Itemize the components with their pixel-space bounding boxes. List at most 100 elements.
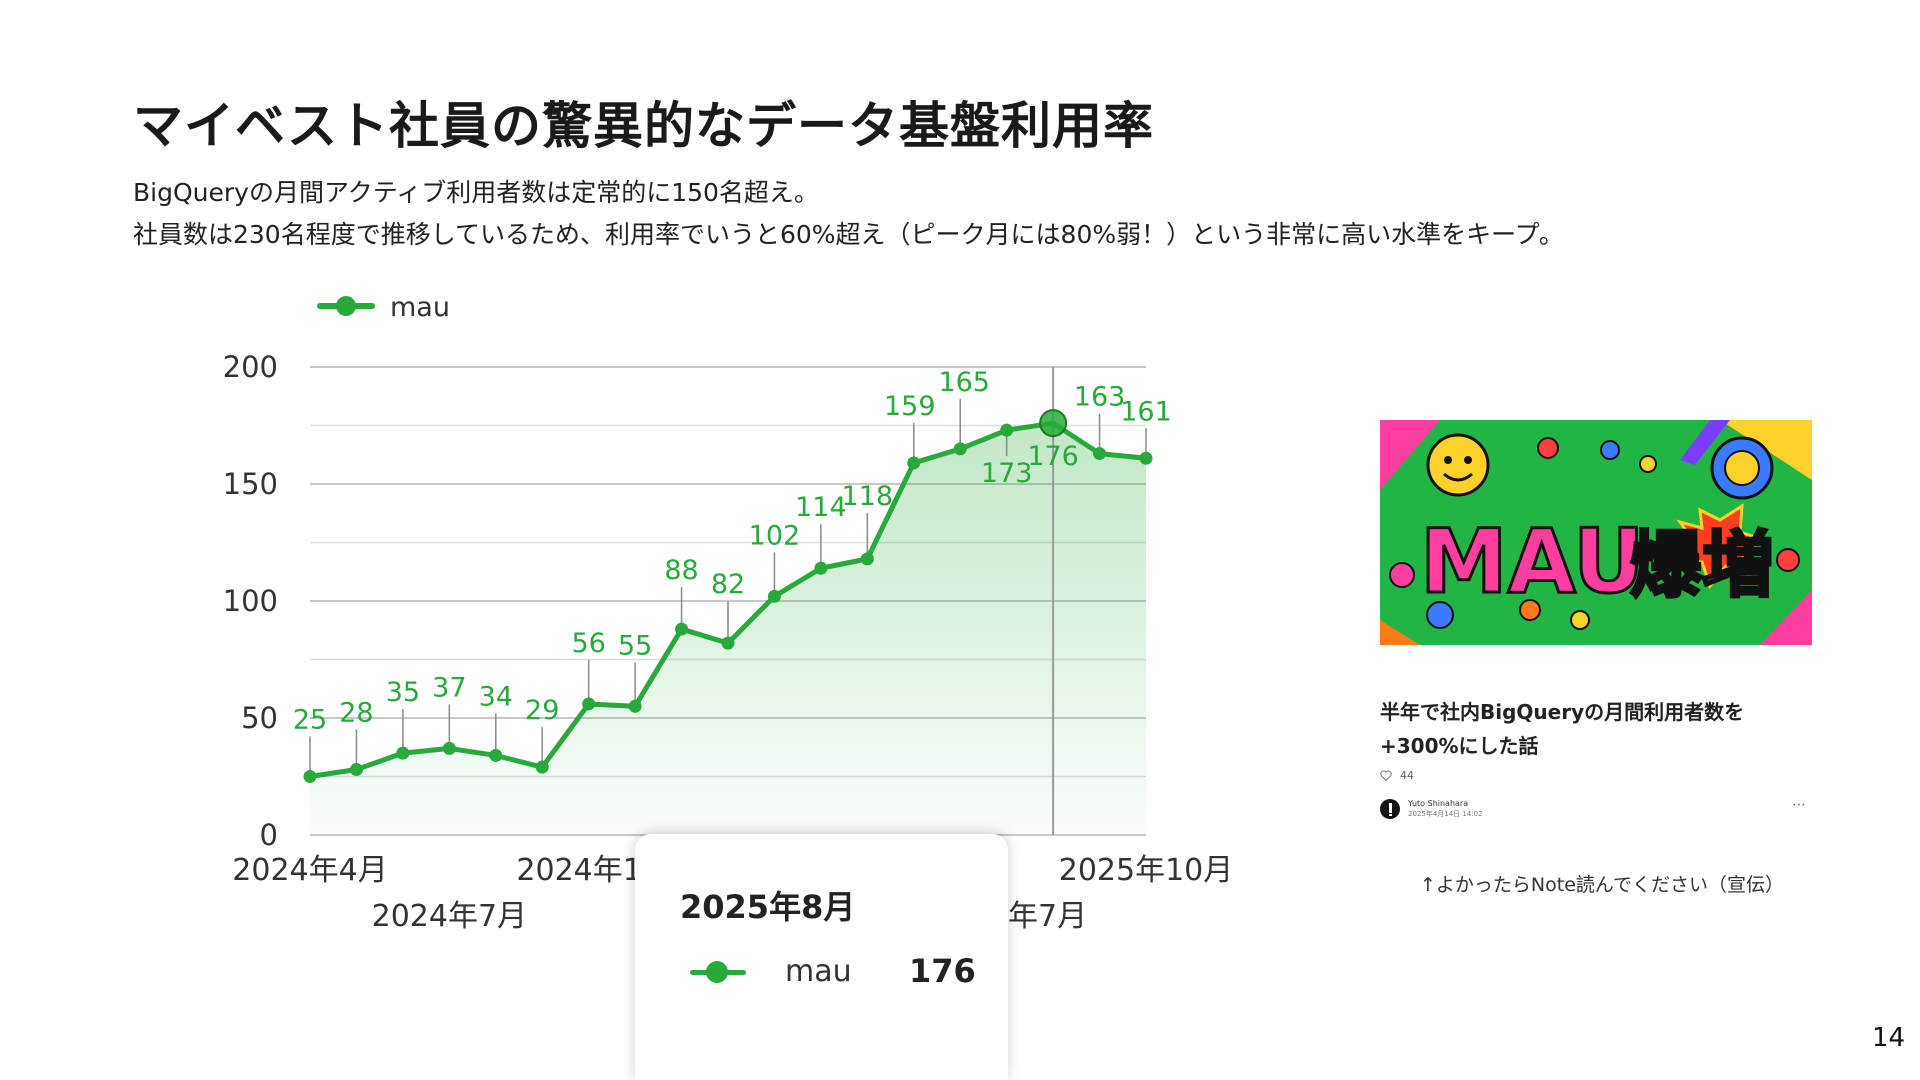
like-count-value: 44 xyxy=(1400,769,1414,782)
data-label: 88 xyxy=(664,555,698,586)
data-label: 28 xyxy=(339,697,373,728)
data-label: 37 xyxy=(432,672,466,703)
tooltip-title: 2025年8月 xyxy=(680,888,856,926)
article-author[interactable]: Yuto Shinahara 2025年4月14日 14:02 xyxy=(1380,798,1483,820)
data-label: 163 xyxy=(1074,382,1126,413)
smiley-face-icon xyxy=(1426,433,1490,497)
page-number: 14 xyxy=(1872,1023,1906,1053)
flower-center xyxy=(1724,450,1760,486)
chart-legend: mau xyxy=(317,292,450,323)
note-caption: ↑よかったらNote読んでください（宣伝） xyxy=(1420,874,1784,896)
data-label: 25 xyxy=(293,705,327,736)
data-label: 34 xyxy=(479,681,513,712)
thumb-ray-3 xyxy=(1680,420,1730,465)
author-avatar-icon xyxy=(1389,803,1392,816)
smiley-eye-left xyxy=(1444,456,1452,464)
data-label: 161 xyxy=(1120,396,1172,427)
thumbnail-illustration: MAU 爆増 xyxy=(1380,420,1812,645)
article-title-line-2: +300%にした話 xyxy=(1380,734,1539,758)
tooltip-value: 176 xyxy=(909,952,976,990)
slide-subtitle: BigQueryの月間アクティブ利用者数は定常的に150名超え。 社員数は230… xyxy=(133,172,1564,256)
thumb-ball-3 xyxy=(1639,455,1657,473)
data-label: 176 xyxy=(1027,441,1079,472)
y-tick-label: 0 xyxy=(260,818,278,852)
data-point[interactable] xyxy=(396,746,410,760)
thumb-ray-5 xyxy=(1760,590,1812,645)
author-name: Yuto Shinahara xyxy=(1408,799,1469,808)
data-label: 118 xyxy=(842,481,894,512)
like-count[interactable]: 44 xyxy=(1380,769,1414,782)
thumb-ball-5 xyxy=(1426,601,1454,629)
data-point[interactable] xyxy=(814,561,828,575)
y-tick-label: 50 xyxy=(241,701,278,735)
data-point[interactable] xyxy=(767,589,781,603)
article-title[interactable]: 半年で社内BigQueryの月間利用者数を +300%にした話 xyxy=(1380,695,1840,763)
data-label: 159 xyxy=(884,391,936,422)
author-date: 2025年4月14日 14:02 xyxy=(1408,810,1483,818)
avatar xyxy=(1380,799,1400,819)
data-point[interactable] xyxy=(1093,447,1107,461)
data-point[interactable] xyxy=(349,762,363,776)
chart-tooltip: 2025年8月 mau 176 xyxy=(635,834,1008,1080)
data-point[interactable] xyxy=(628,699,642,713)
data-point[interactable] xyxy=(1039,409,1068,438)
data-label: 35 xyxy=(386,677,420,708)
data-label: 55 xyxy=(618,630,652,661)
data-point[interactable] xyxy=(907,456,921,470)
data-label: 102 xyxy=(749,520,801,551)
legend-label: mau xyxy=(390,292,450,323)
data-point[interactable] xyxy=(1000,423,1014,437)
smiley-eye-right xyxy=(1464,456,1472,464)
mau-area xyxy=(310,423,1146,835)
data-point[interactable] xyxy=(675,622,689,636)
data-point[interactable] xyxy=(953,442,967,456)
slide-title: マイベスト社員の驚異的なデータ基盤利用率 xyxy=(133,97,1154,155)
data-point[interactable] xyxy=(442,741,456,755)
thumb-ball-8 xyxy=(1776,548,1800,572)
subtitle-line-1: BigQueryの月間アクティブ利用者数は定常的に150名超え。 xyxy=(133,178,819,207)
thumb-ray-1 xyxy=(1380,420,1440,490)
data-point[interactable] xyxy=(1139,451,1153,465)
data-point[interactable] xyxy=(535,760,549,774)
thumb-ball-2 xyxy=(1600,440,1620,460)
y-tick-label: 100 xyxy=(223,584,278,618)
y-tick-label: 150 xyxy=(223,467,278,501)
y-axis: 0 50 100 150 200 xyxy=(223,350,278,852)
data-label: 82 xyxy=(711,569,745,600)
data-point[interactable] xyxy=(489,748,503,762)
x-tick-label: 2025年10月 xyxy=(1059,853,1234,888)
data-point[interactable] xyxy=(582,697,596,711)
tooltip-legend-dot xyxy=(706,961,728,983)
thumb-ball-7 xyxy=(1570,610,1590,630)
thumb-ray-4 xyxy=(1380,620,1420,645)
x-tick-label: 2024年4月 xyxy=(232,853,387,888)
article-thumbnail[interactable]: MAU 爆増 xyxy=(1380,420,1812,645)
x-tick-label: 年7月 xyxy=(1008,899,1087,934)
tooltip-series-name: mau xyxy=(785,954,852,989)
data-label: 56 xyxy=(571,628,605,659)
heart-icon xyxy=(1380,770,1392,781)
smiley-mouth xyxy=(1443,472,1473,482)
mau-points xyxy=(303,409,1153,783)
more-options-icon[interactable]: ⋯ xyxy=(1792,797,1807,813)
thumb-ball-1 xyxy=(1537,437,1559,459)
x-tick-label: 2024年7月 xyxy=(372,899,527,934)
data-label: 165 xyxy=(938,367,990,398)
thumb-text-mau: MAU xyxy=(1420,510,1644,613)
thumb-ball-6 xyxy=(1519,599,1541,621)
data-label: 173 xyxy=(981,458,1033,489)
legend-dot xyxy=(336,296,356,316)
thumb-ball-4 xyxy=(1389,562,1415,588)
data-point[interactable] xyxy=(860,552,874,566)
data-label: 114 xyxy=(795,492,847,523)
data-point[interactable] xyxy=(721,636,735,650)
thumb-text-bakuzou: 爆増 xyxy=(1630,523,1774,607)
subtitle-line-2: 社員数は230名程度で推移しているため、利用率でいうと60%超え（ピーク月には8… xyxy=(133,220,1564,249)
y-tick-label: 200 xyxy=(223,350,278,384)
data-label: 29 xyxy=(525,695,559,726)
burst-icon xyxy=(1674,503,1768,590)
data-point[interactable] xyxy=(303,770,317,783)
article-title-line-1: 半年で社内BigQueryの月間利用者数を xyxy=(1380,700,1745,724)
